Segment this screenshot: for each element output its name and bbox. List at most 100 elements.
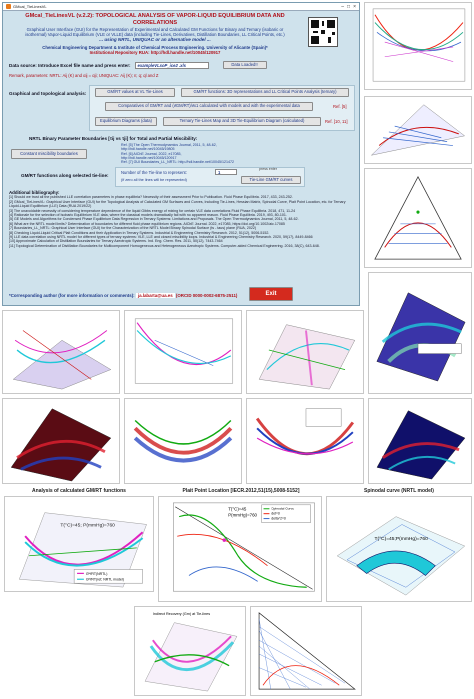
ternary-map-plot [250, 606, 362, 696]
gm-surface-svg [12, 330, 112, 390]
gm-surface-3d-plot [368, 272, 472, 394]
gm-dark-surface-svg [10, 408, 112, 482]
ref-5-label: Ref. [5] [333, 104, 347, 109]
ternary-tielines-button[interactable]: Ternary Tie-Lines Map and 3D Tie-Equilib… [163, 117, 321, 126]
exit-button[interactable]: Exit [249, 287, 293, 301]
model-line: ... using NRTL, UNIQUAC or an alternativ… [99, 37, 211, 42]
minimize-icon[interactable]: – [341, 3, 345, 10]
excel-file-input[interactable]: exampleVLxoP_ice2 .xls [134, 61, 209, 69]
gm-3d-slice-plot [246, 310, 364, 394]
legend-spinodal: Spinodal Curve [271, 507, 294, 511]
tieline-number-label: Number of the Tie-line to represent: [121, 170, 187, 175]
ternary-diagram-plot [364, 168, 472, 268]
bibliography-item: [2] GMcal_TieLinesVL: Graphical User Int… [9, 199, 346, 209]
gm-analysis-svg: T(°C)=45; P(mmHg)=760 Gᴹ/RT(NRTL) Gᴹ/RT(… [18, 512, 147, 588]
tieline-curves-button[interactable]: Tie-Line GM/RT curves [241, 176, 301, 184]
tieline-gm-3d-svg: Indirect Recovery (Gm) at Tie-lines [144, 612, 238, 692]
bibliography-item: [3] The unavoidable necessity of conside… [9, 208, 296, 213]
department-line: Chemical Engineering Department & Instit… [42, 45, 268, 50]
repository-line: Institutional Repository RUA: http://hdl… [89, 50, 221, 55]
analysis-label: Graphical and topological analysis: [9, 91, 87, 96]
gm-dark-surface-plot [2, 398, 120, 484]
nrtl-references: Ref. [5] The Open Thermodynamics Journal… [121, 143, 234, 164]
gm-multicurve-svg [255, 408, 355, 456]
nrtl-ref-link[interactable]: http://hdl.handle.net/10045/19805 [121, 147, 175, 152]
gm-curves-svg [134, 318, 234, 384]
legend-gm1: Gᴹ/RT(NRTL) [86, 572, 108, 576]
nrtl-label: NRTL Binary Parameter Boundaries [τij vs… [29, 136, 198, 141]
subtitle-line-2: isothermal) Vapor-Liquid Equilibrium (VL… [25, 32, 285, 37]
gm-analysis-caption: Analysis of calculated GM/RT functions [32, 488, 126, 494]
bibliography-item: [10] Approximate Calculation of Distilla… [9, 239, 223, 244]
bibliography-item: [8] Checking Liquid-Liquid Critical Plai… [9, 230, 270, 235]
bibliography-item: [5] GE Models and Algorithms for Condens… [9, 217, 299, 222]
plait-point-plot: T(°C)=45 P(mmHg)=760 Spinodal Curve det=… [158, 496, 322, 602]
legend-det0: det=0 [271, 512, 280, 516]
spin-temp-label: T(°C)=45;P(mmHg)=760 [374, 536, 428, 542]
data-source-label: Data source: Introduce Excel file name a… [9, 62, 131, 68]
plait-caption: Plait Point Location [IECR.2012,51(15),5… [182, 488, 300, 494]
parameters-remark: Remark, parameters: NRTL: Aij (K) and αi… [9, 73, 159, 78]
bibliography: Additional bibliography: [1] Should we t… [9, 190, 355, 248]
nrtl-ref: Ref. [5] The Open Thermodynamics Journal… [121, 143, 217, 147]
subtitle-line-1: Graphical User Interface (GUI) for the R… [26, 27, 284, 32]
gm-functions-3d-button[interactable]: GM/RT functions: 3D representations and … [181, 88, 349, 97]
press-enter-hint: press enter [259, 167, 277, 171]
gm-surface-3d-svg [376, 292, 466, 382]
plait-temp-label: T(°C)=45 [228, 507, 247, 512]
maximize-icon[interactable]: □ [347, 3, 351, 10]
tieline-number-hint: (if zero all the lines will be represent… [121, 178, 187, 182]
vl-tielines-button[interactable]: GM/RT values at VL Tie-Lines [95, 88, 175, 97]
gm-curves-plot [124, 310, 242, 394]
nrtl-ref-link[interactable]: Ref. [7] GUI Boundaries_LL_NRTL: http://… [121, 160, 235, 165]
plait-point-svg: T(°C)=45 P(mmHg)=760 Spinodal Curve det=… [173, 502, 315, 592]
qr-code-icon [308, 17, 338, 47]
author-orcid: (ORCID 0000-0002-6875-2511) [175, 293, 238, 298]
ref-10-11-label: Ref. [10, 11] [325, 119, 348, 124]
legend-delta: delta^2=0 [271, 517, 286, 521]
bibliography-item: [7] Boundaries_LL_NRTL: Graphical User I… [9, 226, 257, 231]
tielines-3d-plot [364, 96, 472, 164]
gm-ribbon-svg [133, 419, 233, 463]
gm-dark-blue-plot [368, 398, 472, 484]
window-controls: – □ × [341, 4, 356, 10]
app-icon [6, 4, 11, 9]
tieline-number-input[interactable]: 1 [215, 169, 237, 175]
gmrt-label: GM/RT functions along selected tie-line: [21, 173, 109, 178]
gui-window: GMcal_TieLinesVL – □ × GMcal_TieLinesVL … [2, 2, 360, 306]
gm-surface-plot [2, 310, 120, 394]
constant-miscibility-button[interactable]: Constant miscibility boundaries [11, 149, 87, 159]
plait-pressure-label: P(mmHg)=760 [228, 513, 257, 518]
bibliography-item: [4] Rationale for the selection of Isoba… [9, 213, 287, 218]
data-source-row: Data source: Introduce Excel file name a… [9, 61, 267, 69]
gm-3d-slice-svg [258, 324, 356, 390]
bibliography-item: [9] LLE data correlation using NRTL mode… [9, 235, 313, 240]
ternary-diagram-svg [374, 175, 462, 260]
comparatives-button[interactable]: Comparatives of GM/RT and (∂GM/RT)/∂x1 c… [105, 102, 313, 111]
equilibrium-diagrams-button[interactable]: Equilibrium Diagrams (data) [95, 117, 157, 126]
nrtl-ref-link[interactable]: http://hdl.handle.net/10045/120917 [121, 155, 177, 160]
gm-multicurve-plot [246, 398, 364, 484]
window-title: GMcal_TieLinesVL [13, 4, 47, 9]
page-title: GMcal_TieLinesVL (v.2.2): TOPOLOGICAL AN… [25, 13, 285, 26]
vle-curves-svg [372, 8, 466, 82]
gm-analysis-plot: T(°C)=45; P(mmHg)=760 Gᴹ/RT(NRTL) Gᴹ/RT(… [4, 496, 154, 592]
data-loaded-button[interactable]: Data Loaded!! [222, 61, 267, 69]
bibliography-item: [11] Topological Determination of Distil… [9, 243, 320, 248]
author-email[interactable]: ja.labarta@ua.es [135, 293, 175, 298]
gm-ribbon-plot [124, 398, 242, 484]
close-icon[interactable]: × [353, 3, 356, 10]
corresponding-author: *Corresponding author (for more informat… [9, 293, 237, 298]
vle-curves-plot [364, 2, 472, 90]
gm-dark-blue-svg [376, 410, 466, 480]
tieline-gm-3d-plot: Indirect Recovery (Gm) at Tie-lines [134, 606, 246, 696]
nrtl-ref: Ref. [6] AIChE Journal, 2022, e17085, [121, 151, 182, 156]
ternary-map-svg [258, 612, 356, 690]
bottom-plot-title: Indirect Recovery (Gm) at Tie-lines [153, 612, 210, 616]
spinodal-caption: Spinodal curve (NRTL model) [364, 488, 434, 494]
title-bar: GMcal_TieLinesVL – □ × [3, 3, 359, 11]
spinodal-plot: T(°C)=45;P(mmHg)=760 [326, 496, 472, 602]
corresponding-label: *Corresponding author (for more informat… [9, 293, 135, 298]
legend-gm2: Gᴹ/RT(ref; NRTL model) [86, 578, 124, 582]
tielines-3d-svg [370, 104, 466, 156]
